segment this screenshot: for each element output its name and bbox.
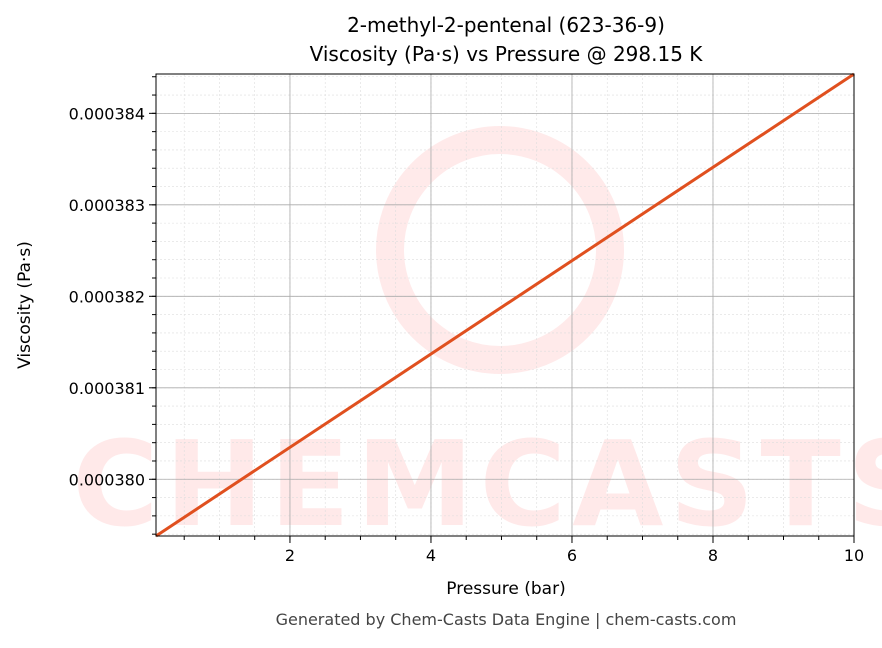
x-tick-label: 4 — [426, 546, 436, 565]
y-tick-label: 0.000383 — [69, 196, 145, 215]
x-tick-label: 2 — [285, 546, 295, 565]
x-tick-label: 6 — [567, 546, 577, 565]
y-tick-label: 0.000384 — [69, 104, 145, 123]
chart-subtitle: Viscosity (Pa·s) vs Pressure @ 298.15 K — [310, 42, 704, 66]
watermark-logo: CHEMCASTS — [72, 126, 882, 553]
y-tick-label: 0.000381 — [69, 379, 145, 398]
footer-credit: Generated by Chem-Casts Data Engine | ch… — [276, 610, 737, 629]
y-tick-label: 0.000382 — [69, 287, 145, 306]
x-tick-label: 10 — [844, 546, 864, 565]
y-axis-label: Viscosity (Pa·s) — [15, 241, 35, 369]
y-tick-label: 0.000380 — [69, 470, 145, 489]
series-line — [155, 72, 855, 538]
svg-text:CHEMCASTS: CHEMCASTS — [72, 415, 882, 553]
chart-title: 2-methyl-2-pentenal (623-36-9) — [347, 13, 665, 37]
plot-frame — [155, 73, 855, 537]
x-axis-label: Pressure (bar) — [446, 579, 565, 599]
x-tick-label: 8 — [708, 546, 718, 565]
